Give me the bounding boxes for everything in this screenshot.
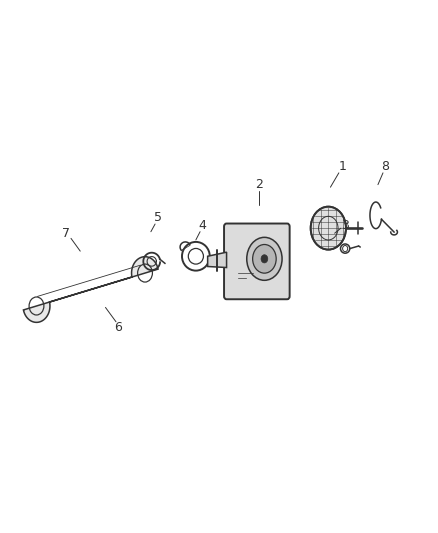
FancyBboxPatch shape (224, 223, 290, 299)
Text: 2: 2 (255, 178, 263, 191)
Circle shape (253, 245, 276, 273)
Text: 7: 7 (61, 227, 70, 240)
Polygon shape (208, 252, 226, 268)
Text: 6: 6 (114, 321, 122, 334)
Text: 8: 8 (381, 160, 389, 173)
Text: 1: 1 (339, 160, 347, 173)
Circle shape (261, 255, 268, 263)
Text: 4: 4 (198, 219, 206, 232)
Text: 3: 3 (341, 219, 349, 232)
Text: 5: 5 (154, 212, 162, 224)
Polygon shape (24, 257, 158, 322)
Circle shape (311, 207, 346, 249)
Circle shape (247, 237, 282, 280)
